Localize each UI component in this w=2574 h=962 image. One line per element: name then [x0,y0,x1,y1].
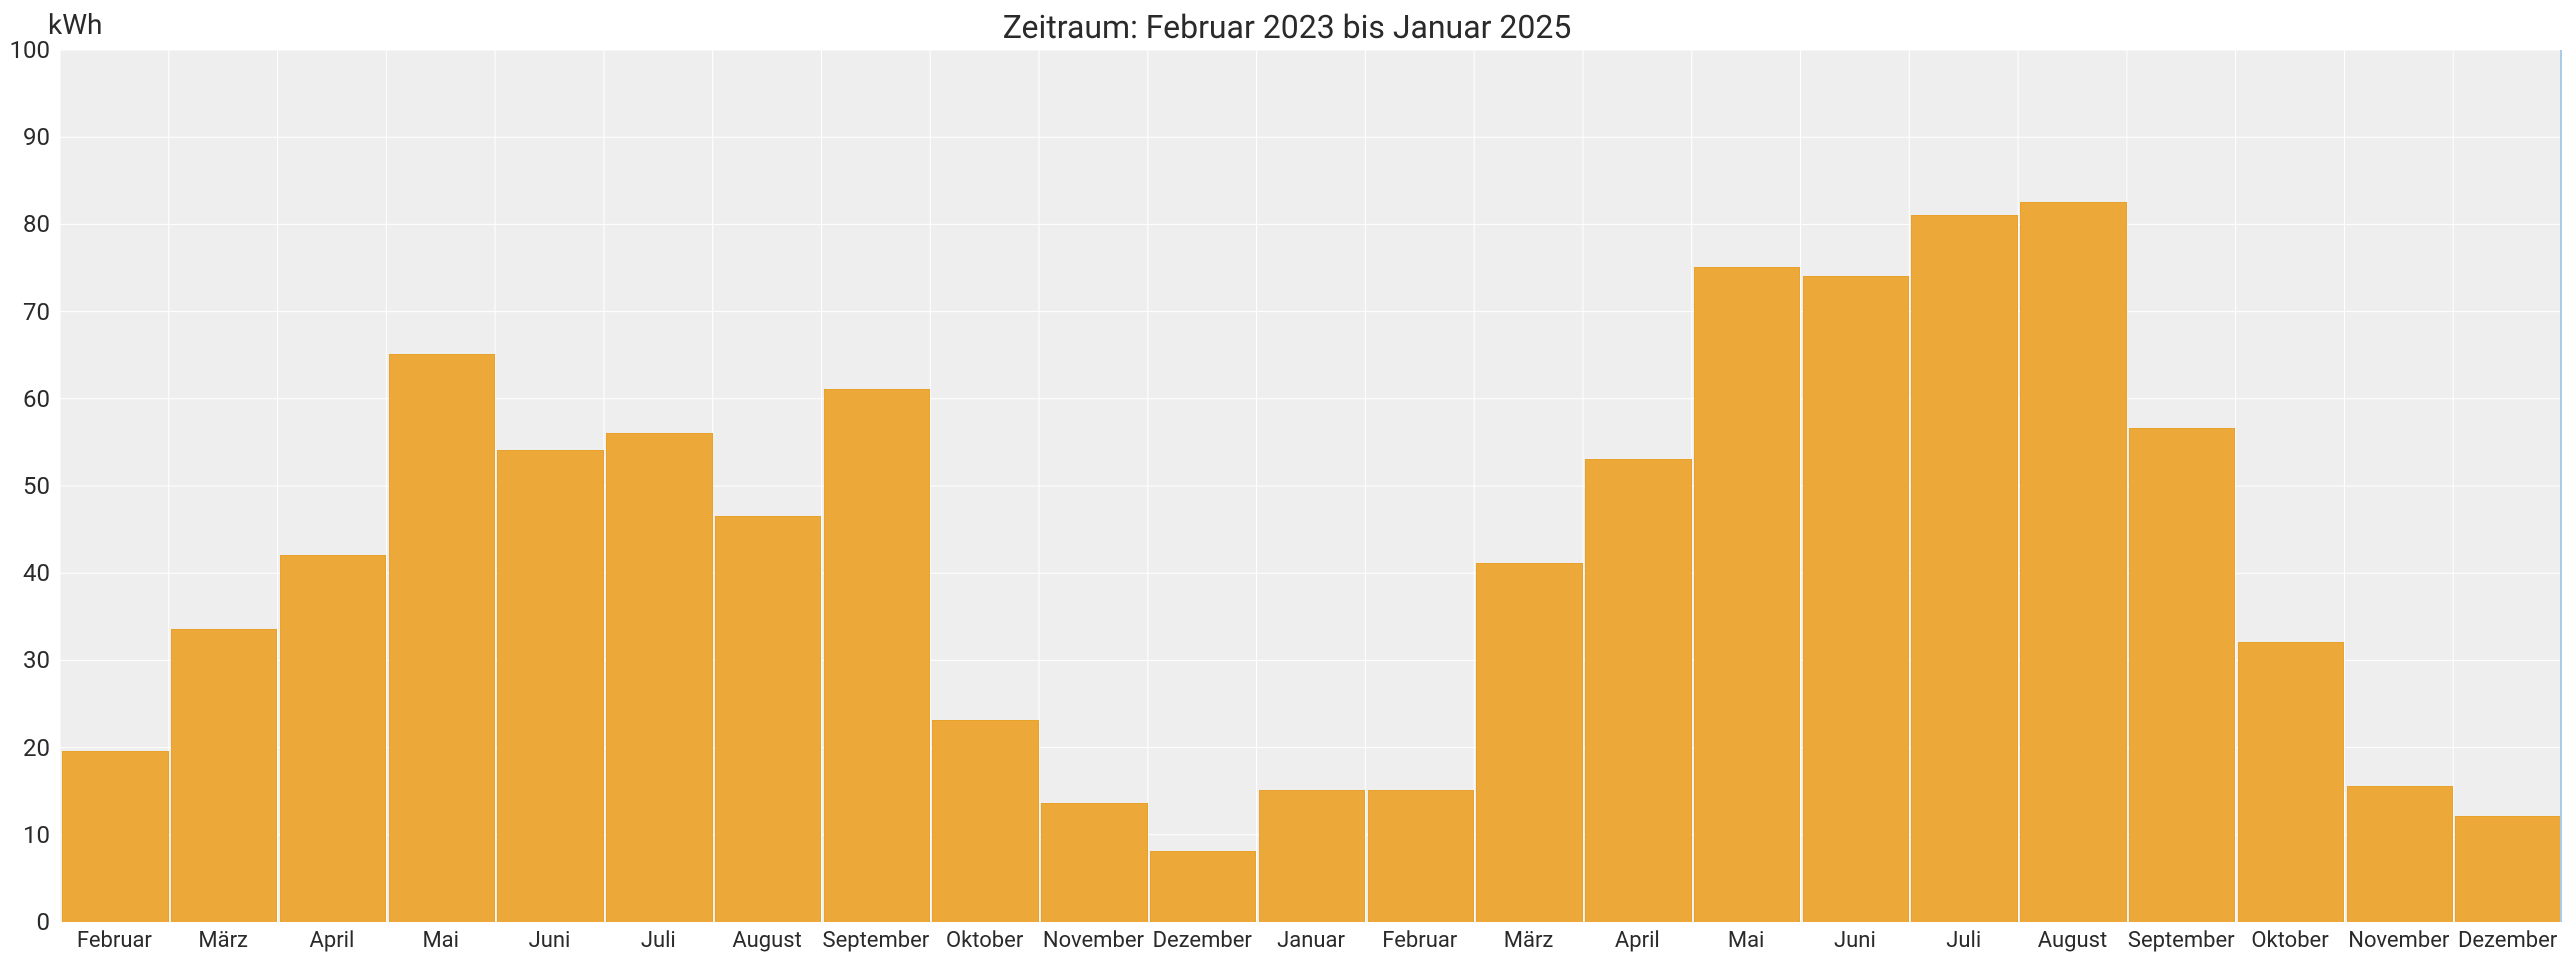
bar [1911,215,2017,922]
y-tick-label: 80 [23,210,60,238]
y-tick-label: 100 [10,36,60,64]
bar [824,389,930,922]
bar [2238,642,2344,922]
bar [1368,790,1474,922]
bar [1694,267,1800,922]
x-tick-label: Januar [1277,922,1345,953]
x-tick-label: September [823,922,930,953]
x-tick-label: Oktober [946,922,1023,953]
x-tick-label: Juni [1834,922,1876,953]
y-tick-label: 30 [23,646,60,674]
x-tick-label: April [1615,922,1660,953]
x-tick-label: Mai [422,922,459,953]
bar [1803,276,1909,922]
y-tick-label: 10 [23,821,60,849]
x-tick-label: Juli [1946,922,1981,953]
x-tick-label: Juli [641,922,676,953]
bar [389,354,495,922]
bar [497,450,603,922]
bar [62,751,168,922]
plot-area: 0102030405060708090100FebruarMärzAprilMa… [60,50,2562,922]
x-tick-label: Februar [1382,922,1457,953]
x-tick-label: April [310,922,355,953]
bar [715,516,821,922]
x-tick-label: Juni [529,922,571,953]
bar [606,433,712,922]
x-tick-label: November [2348,922,2449,953]
y-tick-label: 20 [23,734,60,762]
bar [171,629,277,922]
y-tick-label: 90 [23,123,60,151]
x-tick-label: September [2128,922,2235,953]
x-tick-label: Dezember [2458,922,2557,953]
x-tick-label: März [1504,922,1554,953]
y-tick-label: 50 [23,472,60,500]
bar [1259,790,1365,922]
right-edge-accent [2560,50,2562,922]
energy-bar-chart: kWh Zeitraum: Februar 2023 bis Januar 20… [0,0,2574,962]
bar [932,720,1038,922]
x-tick-label: August [732,922,801,953]
bar [1150,851,1256,922]
x-tick-label: März [198,922,248,953]
bar [2455,816,2561,922]
y-tick-label: 0 [37,908,61,936]
x-tick-label: Mai [1728,922,1765,953]
chart-title: Zeitraum: Februar 2023 bis Januar 2025 [0,8,2574,46]
bar [1041,803,1147,922]
x-tick-label: Oktober [2251,922,2328,953]
bar [2020,202,2126,922]
y-tick-label: 40 [23,559,60,587]
x-tick-label: November [1043,922,1144,953]
x-tick-label: Februar [77,922,152,953]
x-tick-label: August [2038,922,2107,953]
x-tick-label: Dezember [1153,922,1252,953]
bar [2129,428,2235,922]
bar [1476,563,1582,922]
bar [2347,786,2453,922]
bar [280,555,386,922]
bar [1585,459,1691,922]
y-tick-label: 70 [23,298,60,326]
y-tick-label: 60 [23,385,60,413]
